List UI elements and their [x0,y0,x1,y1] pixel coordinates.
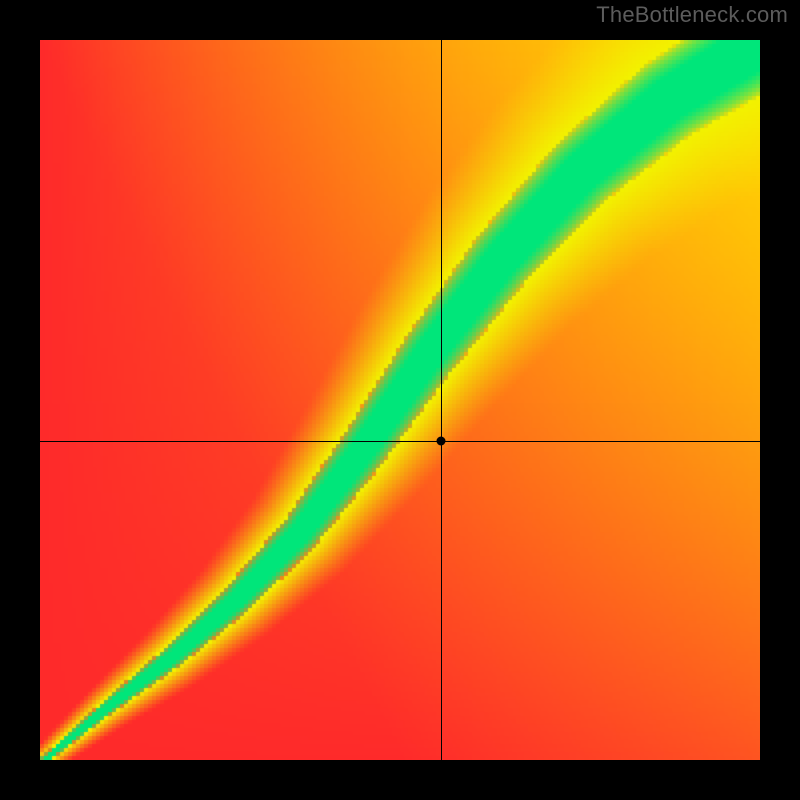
marker-dot [437,437,446,446]
watermark-label: TheBottleneck.com [596,2,788,28]
heatmap-canvas [40,40,760,760]
crosshair-vertical [441,40,442,760]
chart-frame [0,0,800,800]
chart-container: TheBottleneck.com [0,0,800,800]
crosshair-horizontal [40,441,760,442]
